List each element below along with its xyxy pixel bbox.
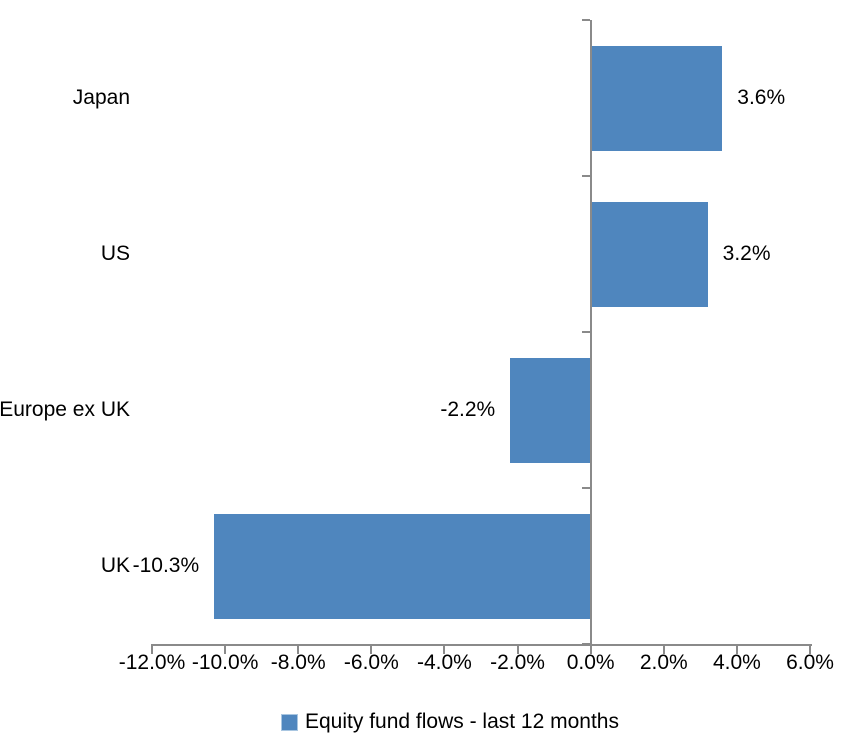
value-label: 3.6% [737, 86, 786, 109]
x-axis-tick [589, 644, 592, 654]
x-axis-tick-label: 0.0% [566, 651, 615, 674]
x-axis-tick-label: 4.0% [712, 651, 761, 674]
bar-us [590, 201, 708, 307]
legend-label: Equity fund flows - last 12 months [305, 710, 619, 733]
x-axis-line [152, 644, 812, 646]
x-axis-tick-label: -2.0% [490, 651, 545, 674]
category-label: Japan [72, 86, 130, 109]
y-axis-tick [581, 175, 590, 177]
y-axis-tick [581, 487, 590, 489]
legend-series-marker-icon [281, 713, 298, 731]
value-label: 3.2% [722, 242, 771, 265]
value-label: -10.3% [132, 554, 200, 577]
value-label: -2.2% [440, 398, 496, 421]
x-axis-tick [151, 644, 153, 654]
x-axis-tick-label: -10.0% [191, 651, 259, 674]
category-label: US [100, 242, 130, 265]
bar-uk [214, 513, 591, 619]
x-axis-tick [735, 644, 738, 654]
category-label: Europe ex UK [0, 398, 130, 421]
legend: Equity fund flows - last 12 months [281, 710, 619, 734]
x-axis-tick [224, 644, 227, 654]
bar-europe-ex-uk [510, 357, 591, 463]
y-axis-line [589, 20, 592, 646]
x-axis-tick-label: -6.0% [343, 651, 399, 674]
x-axis-tick [370, 644, 373, 654]
x-axis-tick-label: -4.0% [417, 651, 472, 674]
x-axis-tick [662, 644, 665, 654]
x-axis-tick [809, 644, 811, 654]
x-axis-tick-label: 2.0% [639, 651, 688, 674]
x-axis-tick [443, 644, 446, 654]
x-axis-tick-label: 6.0% [786, 651, 834, 674]
y-axis-tick [581, 331, 590, 333]
x-axis-tick [516, 644, 519, 654]
x-axis-tick [297, 644, 300, 654]
y-axis-tick [581, 19, 590, 21]
x-axis-tick-label: -8.0% [270, 651, 326, 674]
x-axis-tick-label: -12.0% [118, 651, 186, 674]
category-label: UK [100, 554, 130, 577]
bar-japan [590, 45, 723, 151]
